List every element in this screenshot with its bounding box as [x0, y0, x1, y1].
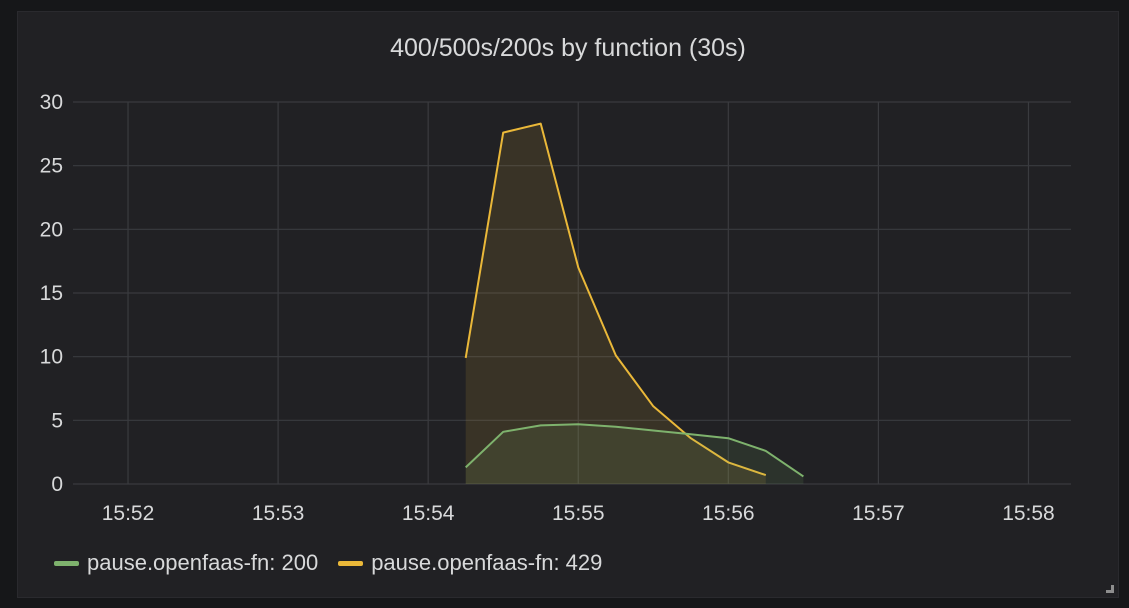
- legend: pause.openfaas-fn: 200 pause.openfaas-fn:…: [54, 550, 622, 576]
- x-tick-label: 15:54: [402, 502, 455, 525]
- series-area: [465, 424, 804, 484]
- legend-swatch: [54, 560, 79, 566]
- y-tick-label: 10: [40, 346, 63, 369]
- y-tick-label: 0: [51, 473, 63, 496]
- series-layer: [464, 122, 804, 484]
- y-tick-label: 15: [40, 282, 63, 305]
- x-tick-label: 15:53: [252, 502, 305, 525]
- x-tick-label: 15:55: [552, 502, 605, 525]
- x-tick-label: 15:56: [702, 502, 755, 525]
- x-tick-label: 15:57: [852, 502, 905, 525]
- series-line: [465, 423, 804, 478]
- y-tick-label: 20: [40, 218, 63, 241]
- y-tick-label: 25: [40, 155, 63, 178]
- legend-item[interactable]: pause.openfaas-fn: 429: [338, 550, 602, 576]
- legend-item[interactable]: pause.openfaas-fn: 200: [54, 550, 318, 576]
- x-tick-label: 15:52: [102, 502, 155, 525]
- grid: [73, 101, 1071, 485]
- panel-title[interactable]: 400/500s/200s by function (30s): [390, 34, 746, 62]
- graph-panel: 400/500s/200s by function (30s) 0 5 10 15 20…: [17, 11, 1119, 598]
- legend-label: pause.openfaas-fn: 429: [371, 550, 603, 575]
- x-tick-label: 15:58: [1002, 502, 1055, 525]
- resize-handle[interactable]: [1106, 585, 1114, 593]
- legend-label: pause.openfaas-fn: 200: [87, 550, 319, 575]
- line-chart: 0 5 10 15 20 25 30 15:52 15:53 15:54 15:55 15:56 15:…: [40, 91, 1071, 525]
- series-line: [464, 122, 767, 477]
- legend-swatch: [338, 560, 364, 566]
- axis-labels: 0 5 10 15 20 25 30 15:52 15:53 15:54 15:55 15:56 15:…: [40, 91, 1055, 525]
- y-tick-label: 5: [51, 409, 63, 432]
- series-area: [465, 123, 766, 484]
- y-tick-label: 30: [40, 91, 63, 114]
